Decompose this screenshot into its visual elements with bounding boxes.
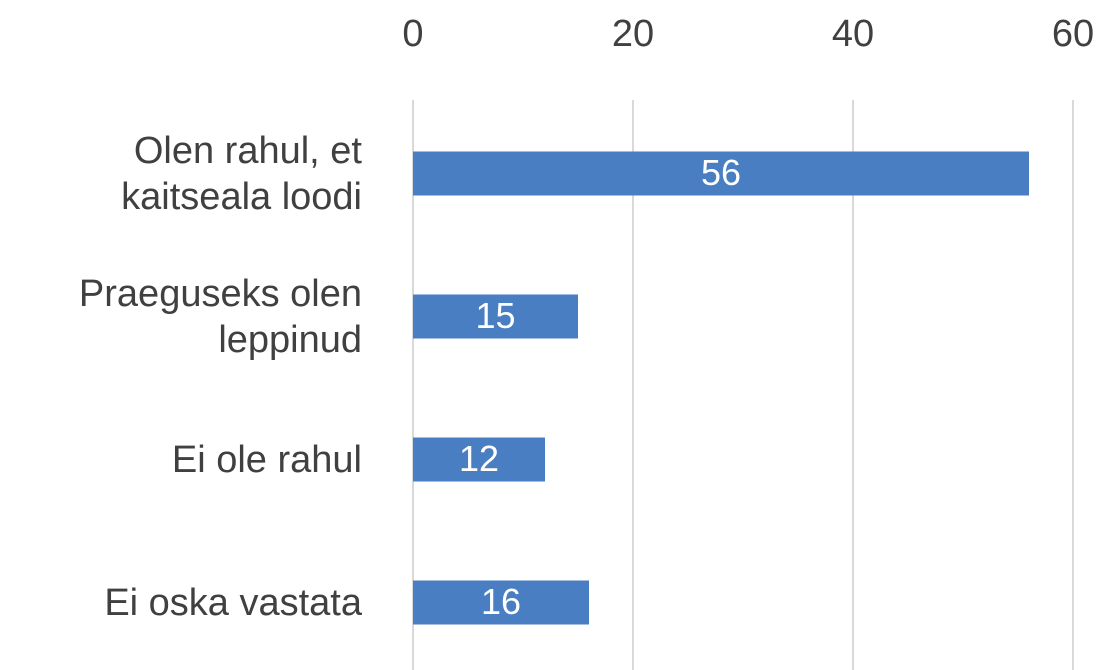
y-tick-label: Ei oska vastata [104,581,362,624]
x-tick-label: 20 [612,13,654,55]
x-tick-label: 0 [402,13,423,55]
y-tick-label: Olen rahul, et kaitseala loodi [121,129,362,218]
data-label: 16 [481,581,521,622]
y-tick-label: Ei ole rahul [171,438,362,481]
x-tick-label: 60 [1052,13,1094,55]
data-label: 12 [459,438,499,479]
bar [413,294,578,339]
data-label: 56 [701,152,741,193]
bar [413,580,589,625]
y-tick-label: Praeguseks olen leppinud [78,272,362,361]
bar [413,437,545,482]
x-tick-label: 40 [832,13,874,55]
data-label: 15 [475,295,515,336]
bar [413,151,1029,196]
